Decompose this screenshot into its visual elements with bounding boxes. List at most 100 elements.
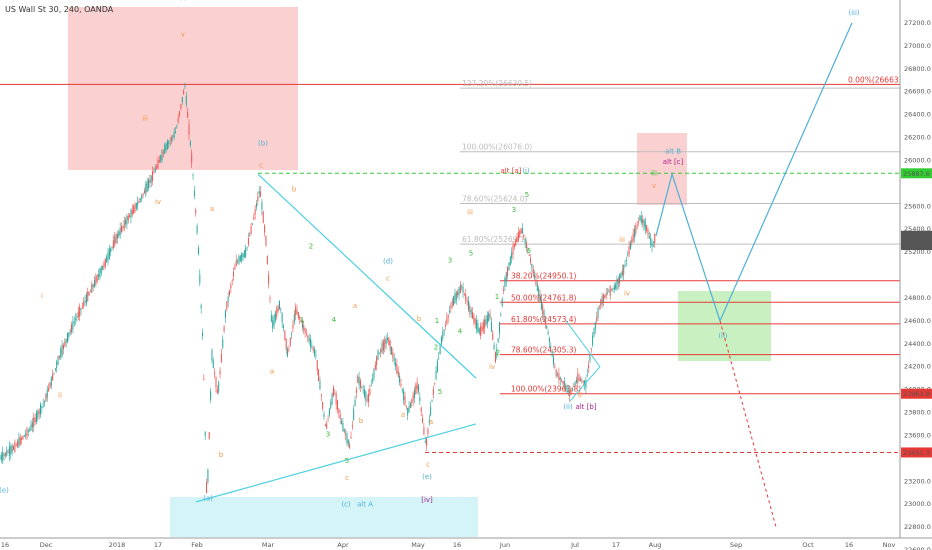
price-axis[interactable]: 27200.0 27000.0 26800.0 26600.0 26400.0 26200… bbox=[901, 19, 932, 550]
candle-body bbox=[207, 469, 209, 483]
candle-body bbox=[270, 314, 272, 322]
candle-body bbox=[399, 375, 401, 383]
candle-body bbox=[18, 437, 20, 447]
candle-body bbox=[341, 421, 343, 424]
candle-body bbox=[454, 293, 456, 304]
candle-body bbox=[623, 264, 625, 275]
candle-body bbox=[256, 203, 257, 208]
candle-body bbox=[154, 167, 156, 173]
candle-body bbox=[49, 382, 51, 389]
candle-body bbox=[434, 383, 436, 384]
candle-body bbox=[574, 382, 576, 386]
candle-body bbox=[465, 294, 467, 301]
candle-body bbox=[192, 175, 194, 176]
candle-body bbox=[526, 243, 527, 248]
candle-body bbox=[100, 267, 102, 274]
candle-body bbox=[160, 155, 162, 162]
wave-label: 5 bbox=[525, 191, 529, 199]
fib-level-label: 61.80%(25269.1) bbox=[462, 235, 528, 244]
candle-body bbox=[467, 300, 469, 310]
candle-body bbox=[368, 394, 370, 403]
candle-body bbox=[0, 454, 2, 460]
wave-label: alt A bbox=[357, 500, 373, 508]
candle-body bbox=[418, 385, 419, 392]
candle-body bbox=[528, 255, 530, 256]
candle-body bbox=[474, 318, 476, 325]
candle-body bbox=[161, 150, 163, 161]
time-axis[interactable]: 16 Dec 2018 17 Feb Mar Apr May 16 Jun Jul 17 Aug Sep O… bbox=[1, 541, 896, 549]
candle-body bbox=[30, 424, 32, 431]
candle-body bbox=[515, 239, 517, 246]
candle-body bbox=[48, 388, 50, 391]
price-tag-label: 01:55:05 bbox=[903, 241, 932, 249]
candle-body bbox=[215, 377, 217, 388]
time-tick-label: Dec bbox=[40, 541, 53, 549]
candle-body bbox=[146, 181, 148, 192]
wave-label: alt [b] bbox=[575, 403, 596, 411]
candle-body bbox=[486, 315, 488, 324]
fib-level-label: 78.60%(25624.0) bbox=[462, 195, 528, 204]
wave-label: 4 bbox=[332, 316, 337, 324]
candle-body bbox=[546, 325, 548, 329]
candle-body bbox=[382, 340, 384, 351]
time-tick-label: Aug bbox=[649, 541, 662, 549]
candle-body bbox=[547, 332, 549, 335]
price-tick-label: 27200.0 bbox=[904, 19, 931, 27]
candle-body bbox=[247, 238, 249, 245]
candle-body bbox=[276, 308, 278, 317]
wave-label: (c) bbox=[341, 500, 351, 508]
price-tick-label: 23200.0 bbox=[904, 477, 931, 485]
candle-body bbox=[253, 217, 255, 220]
zone-boxes bbox=[68, 7, 771, 537]
candle-body bbox=[319, 381, 321, 390]
wave-label: (ii) bbox=[563, 403, 573, 411]
candle-body bbox=[397, 370, 399, 377]
candle-body bbox=[517, 232, 519, 242]
candle-body bbox=[598, 305, 600, 307]
candle-body bbox=[95, 276, 97, 285]
candle-body bbox=[592, 335, 594, 346]
candle-body bbox=[323, 414, 325, 417]
candle-body bbox=[83, 301, 85, 307]
price-tick-label: 26200.0 bbox=[904, 134, 931, 142]
candle-body bbox=[84, 300, 86, 303]
candle-body bbox=[620, 272, 622, 279]
candle-body bbox=[180, 104, 182, 109]
candle-body bbox=[320, 394, 322, 396]
candle-body bbox=[370, 385, 372, 387]
candle-body bbox=[257, 196, 259, 202]
candle-body bbox=[503, 289, 505, 291]
candle-body bbox=[621, 269, 623, 276]
candle-body bbox=[118, 231, 120, 237]
candle-body bbox=[110, 248, 112, 253]
wave-label: iv bbox=[624, 290, 630, 298]
candle-body bbox=[472, 312, 473, 319]
candle-body bbox=[481, 326, 483, 332]
candle-body bbox=[188, 123, 190, 135]
candle-body bbox=[507, 267, 509, 277]
time-tick-label: 16 bbox=[845, 541, 853, 549]
candle-body bbox=[199, 274, 201, 283]
candle-body bbox=[416, 382, 418, 390]
candle-body bbox=[485, 318, 487, 326]
candle-body bbox=[395, 362, 397, 367]
wave-label: ii bbox=[58, 392, 62, 400]
candle-body bbox=[385, 338, 387, 344]
candle-body bbox=[327, 418, 329, 420]
candle-body bbox=[415, 385, 417, 395]
candle-body bbox=[490, 321, 492, 331]
candle-body bbox=[231, 280, 233, 282]
candle-body bbox=[181, 96, 183, 103]
wave-i-top-zone bbox=[68, 7, 298, 170]
candle-body bbox=[611, 289, 613, 291]
candle-body bbox=[203, 378, 205, 380]
candle-body bbox=[122, 226, 124, 228]
candle-body bbox=[13, 446, 14, 450]
wave-label: iii bbox=[651, 169, 657, 177]
candle-body bbox=[94, 280, 95, 287]
candle-body bbox=[644, 220, 646, 230]
candle-body bbox=[459, 284, 461, 294]
candle-body bbox=[299, 317, 301, 320]
candle-body bbox=[229, 290, 230, 296]
